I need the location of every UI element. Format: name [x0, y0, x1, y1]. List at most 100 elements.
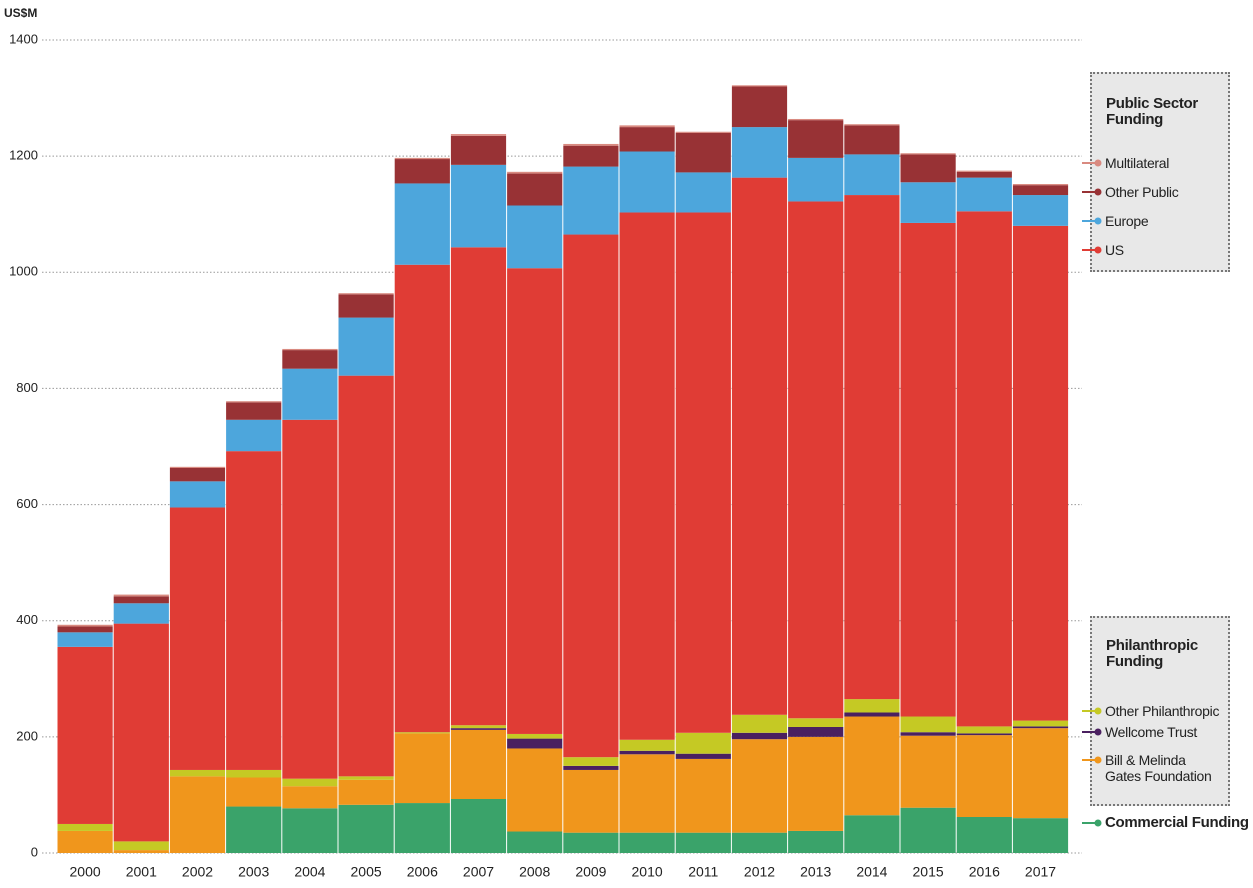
bar-segment	[900, 807, 956, 853]
bar-segment	[169, 769, 226, 777]
bar-segment	[113, 850, 169, 853]
bar-segment	[338, 375, 394, 777]
bar-segment	[675, 732, 731, 754]
bar-segment	[788, 157, 844, 202]
bar-segment	[731, 739, 788, 833]
x-tick-label: 2004	[294, 864, 325, 880]
bar-segment	[788, 736, 844, 831]
legend-group-title: Philanthropic Funding	[1106, 637, 1198, 670]
y-tick-label: 400	[16, 612, 38, 627]
y-tick-label: 800	[16, 380, 38, 395]
bar-segment	[619, 125, 675, 128]
legend-marker	[1094, 756, 1102, 764]
legend-label: Europe	[1105, 213, 1149, 229]
bar-segment	[338, 804, 394, 853]
bar-segment	[394, 264, 450, 733]
legend-label: Other Public	[1105, 184, 1179, 200]
legend-marker	[1094, 707, 1102, 715]
bar-segment	[563, 769, 619, 833]
bar-segment	[450, 134, 507, 136]
y-tick-label: 1200	[9, 148, 38, 163]
bar-segment	[57, 632, 113, 647]
bar-segment	[956, 211, 1012, 727]
x-tick-label: 2017	[1025, 864, 1056, 880]
bar-segment	[282, 786, 338, 809]
bar-segment	[900, 732, 956, 736]
bar-segment	[844, 154, 900, 196]
bar-segment	[956, 177, 1012, 212]
bar-segment	[507, 268, 563, 734]
x-tick-label: 2002	[182, 864, 213, 880]
bar-segment	[675, 131, 731, 133]
bar-segment	[394, 732, 450, 734]
bar-segment	[338, 293, 394, 295]
x-tick-label: 2007	[463, 864, 494, 880]
x-tick-label: 2005	[351, 864, 382, 880]
bar-segment	[731, 714, 788, 733]
bar-segment	[394, 733, 450, 804]
bar-segment	[282, 808, 338, 853]
bar-segment	[113, 841, 169, 851]
bar-segment	[226, 402, 282, 420]
y-tick-label: 1000	[9, 264, 38, 279]
bar-segment	[675, 758, 731, 833]
bar-segment	[563, 234, 619, 758]
bar-segment	[731, 832, 788, 853]
bar-segment	[1012, 726, 1069, 729]
bar-segment	[844, 815, 900, 853]
bar-segment	[563, 757, 619, 766]
legend-marker	[1094, 246, 1102, 254]
x-tick-label: 2013	[800, 864, 831, 880]
bar-segment	[563, 143, 619, 146]
x-tick-label: 2012	[744, 864, 775, 880]
x-tick-label: 2016	[969, 864, 1000, 880]
bar-segment	[900, 222, 956, 717]
bar-segment	[226, 769, 282, 778]
bar-segment	[282, 419, 338, 779]
bar-segment	[1012, 184, 1069, 186]
legend-box	[1090, 72, 1230, 272]
bar-segment	[1012, 225, 1069, 721]
bar-segment	[394, 157, 450, 160]
bar-segment	[844, 716, 900, 816]
bar-segment	[338, 317, 394, 376]
bar-segment	[675, 832, 731, 853]
bar-segment	[507, 173, 563, 206]
bar-segment	[450, 725, 507, 729]
bar-segment	[169, 467, 226, 482]
bar-segment	[675, 172, 731, 213]
bar-segment	[282, 348, 338, 351]
bar-segment	[57, 626, 113, 633]
bar-segment	[338, 294, 394, 318]
bar-segment	[394, 183, 450, 265]
y-tick-label: 600	[16, 496, 38, 511]
x-tick-label: 2010	[632, 864, 663, 880]
bar-segment	[1012, 185, 1069, 196]
bar-segment	[675, 132, 731, 173]
bar-segment	[619, 750, 675, 755]
legend-group-title: Public Sector Funding	[1106, 95, 1198, 128]
bar-segment	[507, 205, 563, 269]
bar-segment	[338, 779, 394, 805]
bar-segment	[394, 803, 450, 853]
bar-segment	[169, 466, 226, 468]
bar-segment	[788, 726, 844, 737]
legend-marker	[1094, 159, 1102, 167]
bar-segment	[844, 712, 900, 717]
bar-segment	[226, 419, 282, 452]
bar-segment	[282, 778, 338, 787]
bar-segment	[619, 832, 675, 853]
legend-marker	[1094, 728, 1102, 736]
bar-segment	[57, 646, 113, 824]
bar-segment	[563, 765, 619, 770]
bar-segment	[619, 212, 675, 740]
bar-segment	[507, 171, 563, 174]
bar-segment	[788, 120, 844, 158]
x-tick-label: 2001	[126, 864, 157, 880]
bar-segment	[450, 135, 507, 165]
bar-segment	[169, 481, 226, 508]
bar-segment	[788, 718, 844, 727]
x-tick-label: 2009	[575, 864, 606, 880]
bar-segment	[282, 368, 338, 420]
